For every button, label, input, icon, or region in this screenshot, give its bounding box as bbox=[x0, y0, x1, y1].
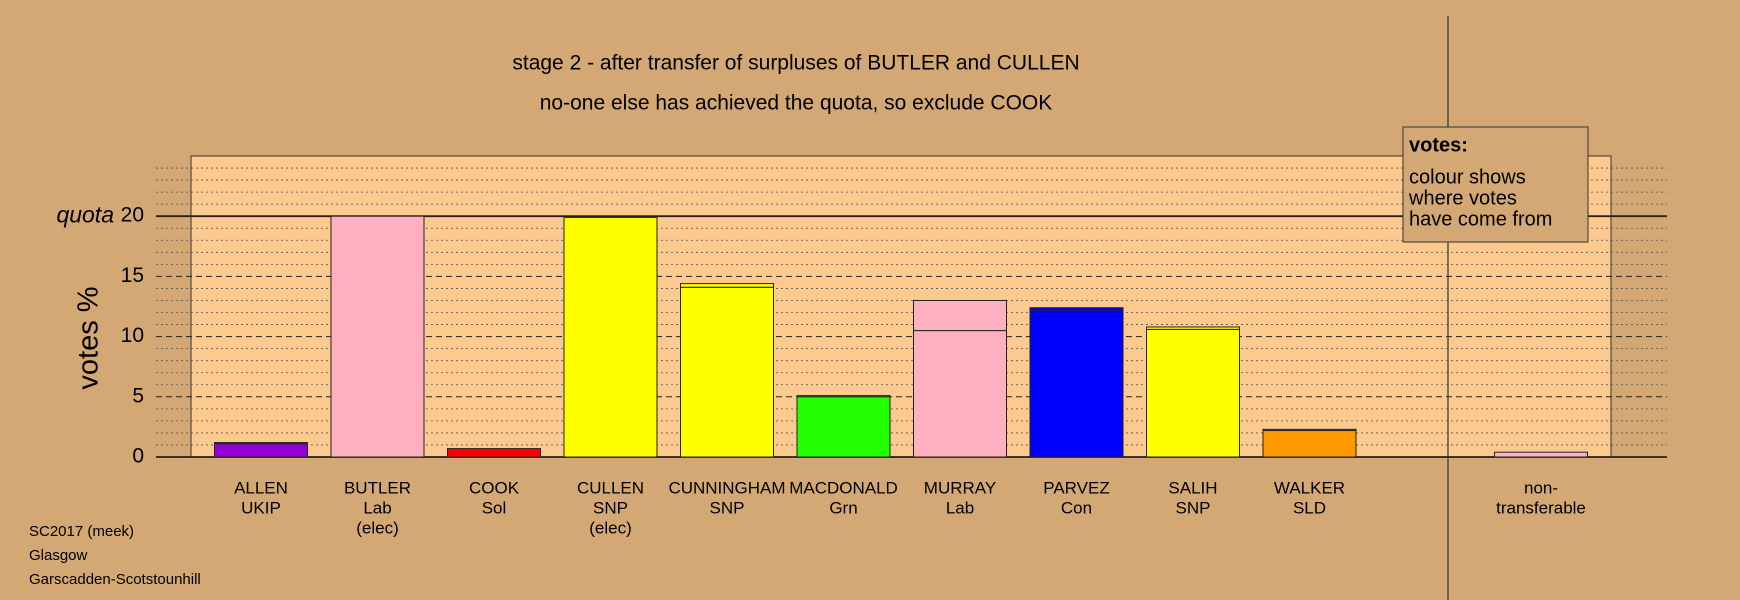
bar-segment bbox=[1146, 328, 1240, 458]
bar-segment bbox=[1262, 428, 1357, 432]
legend-text: colour shows bbox=[1409, 166, 1526, 188]
bar-segment bbox=[913, 299, 1007, 332]
x-tick-label: WALKER bbox=[1274, 478, 1345, 497]
chart-title: stage 2 - after transfer of surpluses of… bbox=[512, 52, 1079, 75]
x-tick-label: BUTLER bbox=[344, 478, 411, 497]
x-tick-label: UKIP bbox=[241, 498, 281, 517]
x-tick-label: CUNNINGHAM bbox=[668, 478, 785, 497]
footer: Garscadden-Scotstounhill bbox=[29, 571, 201, 588]
legend-text: have come from bbox=[1409, 208, 1552, 230]
x-tick-label: SLD bbox=[1293, 498, 1326, 517]
y-tick-label: 5 bbox=[132, 384, 144, 407]
y-axis-label: votes % bbox=[73, 286, 105, 389]
x-tick-label: SALIH bbox=[1168, 478, 1217, 497]
y-tick-label: 0 bbox=[132, 445, 144, 468]
footer: SC2017 (meek) bbox=[29, 523, 134, 540]
bar-segment bbox=[447, 448, 541, 458]
x-tick-label: MURRAY bbox=[924, 478, 996, 497]
x-tick-label: Lab bbox=[363, 498, 391, 517]
bar-segment bbox=[796, 395, 891, 398]
y-tick-label: 10 bbox=[121, 324, 144, 347]
bar-segment bbox=[1146, 326, 1240, 330]
x-tick-label: CULLEN bbox=[577, 478, 644, 497]
x-tick-label: Lab bbox=[946, 498, 974, 517]
x-tick-label: PARVEZ bbox=[1043, 478, 1109, 497]
x-tick-label: Sol bbox=[482, 498, 507, 517]
x-tick-label: Grn bbox=[829, 498, 857, 517]
x-tick-label: SNP bbox=[1176, 498, 1211, 517]
bar-segment bbox=[563, 216, 658, 458]
bar-segment bbox=[1029, 307, 1124, 311]
bar bbox=[1494, 451, 1588, 458]
bar-segment bbox=[680, 286, 774, 458]
bar-segment bbox=[913, 330, 1007, 458]
x-tick-label: (elec) bbox=[356, 518, 399, 537]
legend-text: where votes bbox=[1408, 187, 1517, 209]
x-tick-label: (elec) bbox=[589, 518, 632, 537]
x-tick-label: transferable bbox=[1496, 498, 1586, 517]
x-tick-label: MACDONALD bbox=[789, 478, 898, 497]
y-tick-label: 15 bbox=[121, 264, 144, 287]
bar-segment bbox=[214, 442, 308, 445]
footer: Glasgow bbox=[29, 547, 88, 564]
x-tick-label: SNP bbox=[593, 498, 628, 517]
bar-segment bbox=[796, 396, 891, 458]
bar-segment bbox=[1029, 309, 1124, 458]
plot-area bbox=[190, 155, 1612, 458]
x-tick-label: SNP bbox=[710, 498, 745, 517]
quota-label: quota bbox=[56, 201, 114, 227]
bar-segment bbox=[214, 443, 308, 458]
bar-segment bbox=[330, 215, 425, 458]
x-tick-label: Con bbox=[1061, 498, 1092, 517]
x-tick-label: ALLEN bbox=[234, 478, 288, 497]
y-tick-label: 20 bbox=[121, 204, 144, 227]
legend-box bbox=[1402, 126, 1589, 243]
x-tick-label: COOK bbox=[469, 478, 520, 497]
legend-title: votes: bbox=[1409, 134, 1468, 156]
bar-segment bbox=[680, 283, 774, 288]
x-tick-label: non- bbox=[1524, 478, 1558, 497]
chart-subtitle: no-one else has achieved the quota, so e… bbox=[540, 92, 1053, 115]
bar-segment bbox=[1262, 430, 1357, 458]
